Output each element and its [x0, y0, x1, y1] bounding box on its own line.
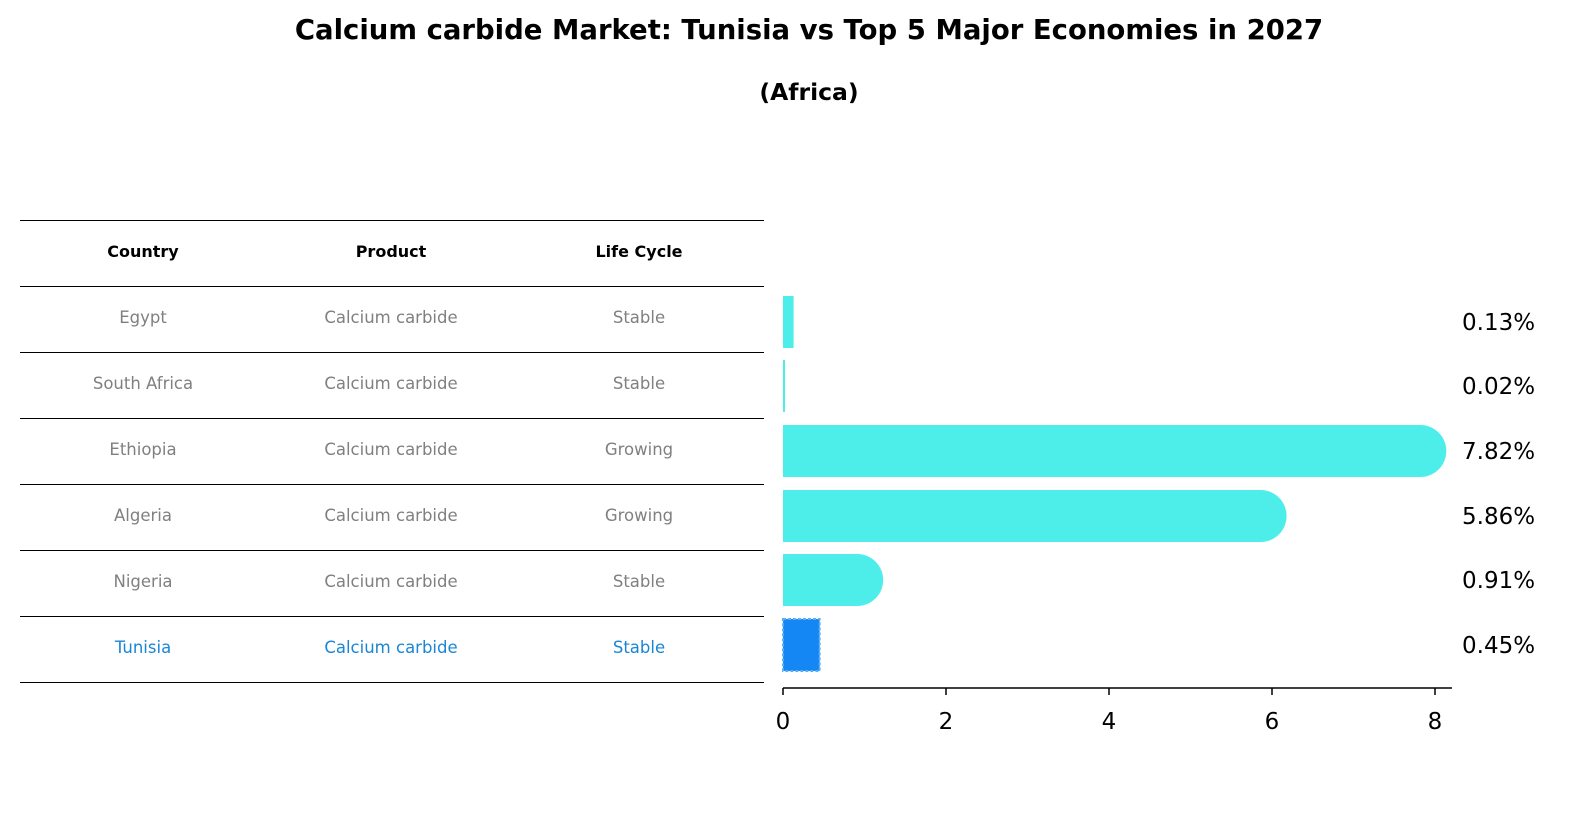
table-cell-country: Ethiopia — [109, 440, 177, 459]
table-cell-product: Calcium carbide — [324, 506, 458, 525]
table-cell-life-cycle: Stable — [612, 572, 666, 591]
table-cell-country: Egypt — [119, 308, 167, 327]
table-cell-life-cycle: Stable — [612, 308, 666, 327]
bar-south-africa — [783, 360, 785, 412]
bar-ethiopia — [783, 425, 1447, 477]
value-label-ethiopia: 7.82% — [1462, 439, 1535, 465]
table-cell-product: Calcium carbide — [324, 308, 458, 327]
x-tick-label: 6 — [1265, 709, 1280, 735]
table-cell-product: Calcium carbide — [324, 440, 458, 459]
table-cell-country: South Africa — [92, 374, 194, 393]
value-label-tunisia: 0.45% — [1462, 633, 1535, 659]
bar-tunisia — [782, 618, 821, 672]
table-row-rule — [20, 616, 764, 617]
table-row-rule — [20, 484, 764, 485]
bar-algeria — [783, 490, 1287, 542]
value-label-algeria: 5.86% — [1462, 504, 1535, 530]
table-cell-country: Algeria — [114, 506, 172, 525]
x-tick-label: 2 — [939, 709, 954, 735]
column-header-country: Country — [107, 242, 179, 261]
x-tick-label: 0 — [776, 709, 791, 735]
bar-nigeria — [783, 554, 884, 606]
table-row-rule — [20, 418, 764, 419]
x-tick-label: 4 — [1102, 709, 1117, 735]
value-label-south-africa: 0.02% — [1462, 374, 1535, 400]
column-header-product: Product — [355, 242, 427, 261]
column-header-life-cycle: Life Cycle — [595, 242, 683, 261]
table-cell-country: Nigeria — [113, 572, 173, 591]
x-tick-label: 8 — [1428, 709, 1443, 735]
table-cell-product: Calcium carbide — [324, 374, 458, 393]
table-cell-life-cycle: Stable — [612, 638, 666, 657]
table-top-rule — [20, 220, 764, 221]
value-label-nigeria: 0.91% — [1462, 568, 1535, 594]
table-cell-life-cycle: Growing — [604, 440, 674, 459]
table-row-rule — [20, 550, 764, 551]
chart-title: Calcium carbide Market: Tunisia vs Top 5… — [294, 14, 1324, 46]
table-cell-product: Calcium carbide — [324, 638, 458, 657]
table-row-rule — [20, 352, 764, 353]
value-label-egypt: 0.13% — [1462, 310, 1535, 336]
table-cell-life-cycle: Growing — [604, 506, 674, 525]
table-cell-life-cycle: Stable — [612, 374, 666, 393]
table-row-rule — [20, 682, 764, 683]
table-header-rule — [20, 286, 764, 287]
table-cell-product: Calcium carbide — [324, 572, 458, 591]
chart-subtitle: (Africa) — [759, 78, 859, 106]
bar-egypt — [783, 296, 794, 348]
table-cell-country: Tunisia — [114, 638, 172, 657]
